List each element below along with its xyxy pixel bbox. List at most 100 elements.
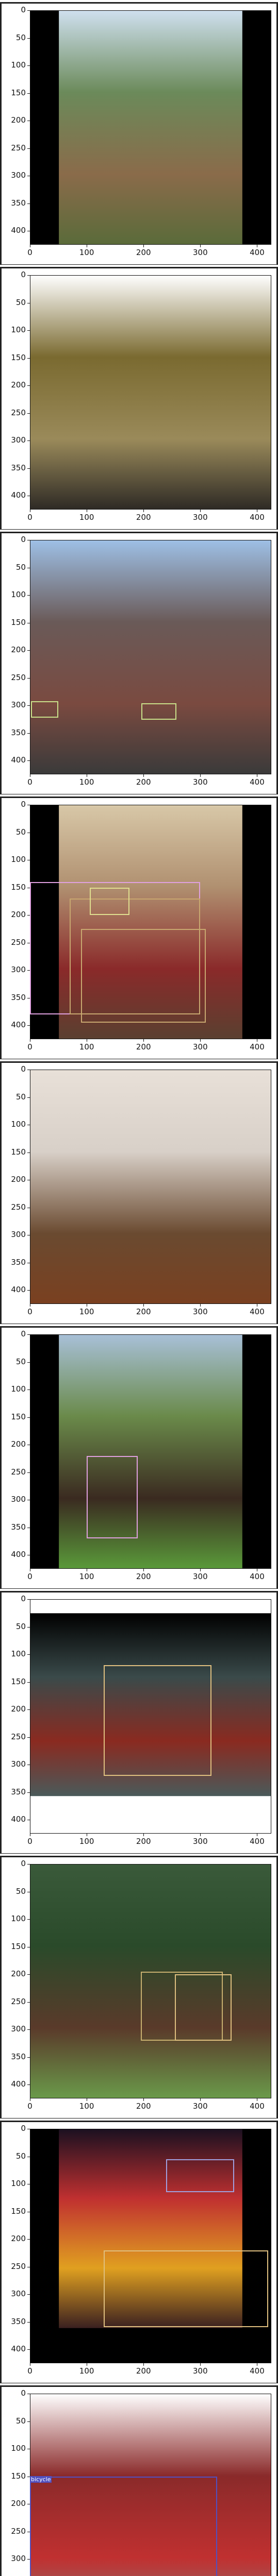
y-tick-mark <box>27 2294 30 2295</box>
y-tick-mark <box>27 705 30 706</box>
x-tick-label: 200 <box>136 1307 151 1316</box>
x-tick-label: 400 <box>250 1572 265 1581</box>
y-tick-mark <box>27 1025 30 1026</box>
y-tick-label: 250 <box>11 1467 26 1477</box>
y-tick-label: 300 <box>11 700 26 710</box>
y-tick-label: 50 <box>15 32 26 42</box>
y-tick-label: 100 <box>11 60 26 70</box>
x-tick-label: 100 <box>79 777 94 787</box>
y-tick-mark <box>27 440 30 442</box>
y-tick-label: 100 <box>11 325 26 335</box>
photo <box>30 1070 271 1304</box>
y-tick-label: 150 <box>11 88 26 97</box>
y-tick-label: 400 <box>11 490 26 500</box>
y-tick-label: 200 <box>11 910 26 920</box>
x-tick-label: 200 <box>136 1572 151 1581</box>
x-tick-label: 100 <box>79 2102 94 2111</box>
image-panel-tram-tracks: 0 50 100 150 200 250 300 350 400 0 100 200 300 400 <box>0 0 278 269</box>
x-tick-label: 200 <box>136 2102 151 2111</box>
y-tick-label: 50 <box>15 1621 26 1631</box>
y-tick-label: 150 <box>11 1147 26 1157</box>
y-tick-mark <box>27 2349 30 2350</box>
image-panel-taxi-times-square: 0 50 100 150 200 250 300 350 400 0 100 200 300 400 <box>0 2119 278 2387</box>
y-tick-mark <box>27 1709 30 1710</box>
image-panel-dining-room: 0 50 100 150 200 250 300 350 400 0 100 200 300 400 <box>0 794 278 1063</box>
y-tick-mark <box>27 2084 30 2086</box>
x-tick-mark <box>200 1039 201 1042</box>
y-tick-mark <box>27 1417 30 1418</box>
image-panel-sleeping-cat: 0 50 100 150 200 250 300 350 400 0 100 200 300 400 <box>0 1589 278 1858</box>
x-tick-mark <box>200 774 201 777</box>
y-tick-label: 250 <box>11 937 26 947</box>
y-tick-label: 300 <box>11 435 26 445</box>
bounding-box <box>70 899 201 1014</box>
y-tick-mark <box>27 1472 30 1473</box>
axes-border <box>30 275 271 510</box>
y-tick-label: 350 <box>11 2052 26 2061</box>
y-tick-mark <box>27 468 30 469</box>
y-tick-label: 350 <box>11 1522 26 1532</box>
y-tick-label: 400 <box>11 2079 26 2089</box>
x-tick-label: 100 <box>79 248 94 257</box>
x-tick-label: 400 <box>250 2102 265 2111</box>
x-tick-label: 400 <box>250 513 265 522</box>
y-tick-label: 350 <box>11 1257 26 1267</box>
y-tick-label: 50 <box>15 1092 26 1101</box>
bounding-box <box>104 1665 212 1776</box>
x-tick-label: 100 <box>79 1572 94 1581</box>
photo <box>30 1599 271 1834</box>
y-tick-label: 150 <box>11 1412 26 1421</box>
bounding-box <box>104 2250 269 2328</box>
axes-border <box>30 540 271 774</box>
x-tick-label: 400 <box>250 1307 265 1316</box>
y-tick-label: 350 <box>11 198 26 208</box>
x-tick-mark <box>200 1834 201 1836</box>
y-tick-mark <box>27 330 30 331</box>
x-tick-mark <box>200 510 201 512</box>
x-tick-label: 0 <box>27 2102 32 2111</box>
x-tick-label: 300 <box>193 1572 208 1581</box>
y-tick-label: 150 <box>11 2471 26 2481</box>
y-tick-label: 0 <box>21 2124 26 2133</box>
y-tick-mark <box>27 2057 30 2058</box>
y-tick-label: 300 <box>11 1759 26 1769</box>
y-tick-label: 300 <box>11 171 26 180</box>
x-tick-mark <box>143 510 144 512</box>
axes-border <box>30 1070 271 1304</box>
panel-frame <box>0 2385 278 2576</box>
x-tick-label: 0 <box>27 248 32 257</box>
y-tick-mark <box>27 1864 30 1865</box>
axes-border <box>30 2129 271 2363</box>
y-tick-mark <box>27 1682 30 1683</box>
y-tick-label: 400 <box>11 1285 26 1295</box>
x-tick-mark <box>143 1834 144 1836</box>
image-panel-glass-house: 0 50 100 150 200 250 300 350 400 0 100 200 300 400 <box>0 265 278 534</box>
x-tick-label: 100 <box>79 513 94 522</box>
x-tick-label: 200 <box>136 2366 151 2376</box>
x-tick-label: 400 <box>250 777 265 787</box>
bounding-box <box>166 2159 235 2193</box>
y-tick-label: 0 <box>21 1859 26 1868</box>
x-tick-mark <box>143 774 144 777</box>
y-tick-mark <box>27 650 30 651</box>
x-tick-label: 0 <box>27 1837 32 1846</box>
y-tick-label: 150 <box>11 352 26 362</box>
y-tick-mark <box>27 2029 30 2030</box>
y-tick-label: 400 <box>11 1550 26 1560</box>
x-tick-mark <box>143 1039 144 1042</box>
x-tick-label: 0 <box>27 777 32 787</box>
y-tick-mark <box>27 1389 30 1391</box>
bounding-box <box>31 701 59 718</box>
x-tick-label: 0 <box>27 513 32 522</box>
x-tick-label: 400 <box>250 1042 265 1052</box>
bounding-box <box>81 928 206 1023</box>
y-tick-mark <box>27 677 30 679</box>
y-tick-mark <box>27 2421 30 2422</box>
x-tick-label: 100 <box>79 1307 94 1316</box>
y-tick-label: 300 <box>11 965 26 975</box>
y-tick-label: 200 <box>11 115 26 125</box>
y-tick-label: 300 <box>11 1495 26 1504</box>
y-tick-label: 150 <box>11 882 26 892</box>
x-tick-mark <box>200 2098 201 2101</box>
y-tick-mark <box>27 915 30 916</box>
